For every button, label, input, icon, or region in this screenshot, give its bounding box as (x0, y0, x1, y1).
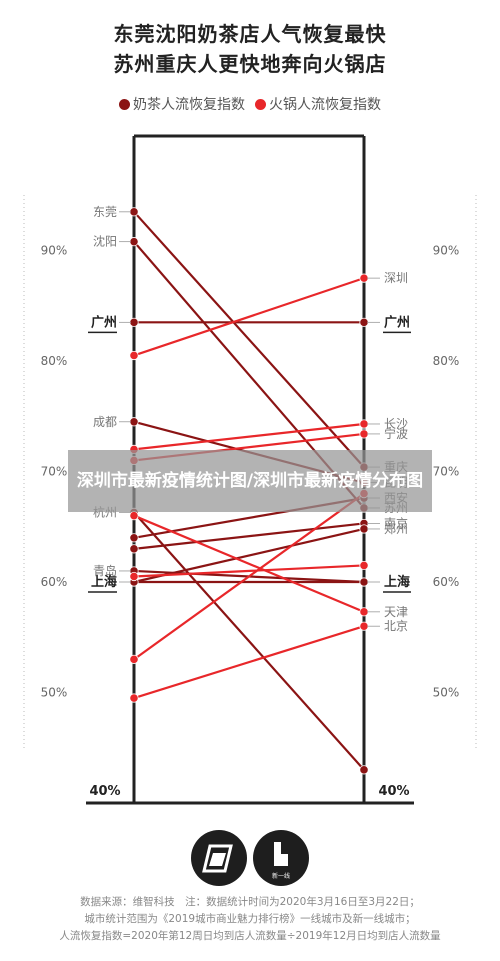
data-point (129, 511, 139, 521)
right-city-label: 广州 (384, 314, 410, 330)
series-line-milk_tea (132, 527, 366, 584)
left-city-label: 青岛 (93, 563, 117, 578)
left-city-label: 成都 (93, 415, 117, 429)
series-line-hotpot (132, 422, 366, 451)
legend-label-hotpot: 火锅人流恢复指数 (269, 97, 381, 113)
legend-item-milk-tea: 奶茶人流恢复指数 (119, 94, 245, 114)
tick-label-left: 50% (41, 686, 68, 700)
milk-tea-swatch-icon (119, 98, 130, 110)
hotpot-swatch-icon (255, 98, 266, 110)
tick-label-right: 90% (433, 244, 460, 258)
right-city-label: 郑州 (384, 521, 408, 536)
right-city-label: 长沙 (384, 417, 408, 431)
left-city-label: 东莞 (93, 205, 117, 219)
tick-label-right-base: 40% (378, 784, 409, 799)
series-line-milk_tea (132, 210, 366, 469)
data-point (129, 654, 139, 664)
data-point (129, 350, 139, 361)
tick-label-left: 80% (41, 354, 68, 368)
data-point (359, 577, 369, 587)
tick-label-left: 90% (41, 244, 68, 258)
tick-label-left: 70% (41, 465, 68, 479)
chart-title-line1: 东莞沈阳奶茶店人气恢复最快 (113, 22, 387, 46)
data-point (129, 237, 139, 247)
data-point (129, 533, 139, 543)
data-point (359, 524, 369, 534)
series-line-milk_tea (132, 522, 366, 550)
right-city-label: 深圳 (384, 271, 408, 285)
tick-label-right: 60% (433, 575, 460, 589)
tick-label-left: 60% (41, 575, 68, 589)
tick-label-right: 70% (433, 465, 460, 479)
legend-label-milk-tea: 奶茶人流恢复指数 (133, 97, 245, 113)
watermark-banner: 深圳市最新疫情统计图/深圳市最新疫情分布图 (68, 450, 432, 512)
legend-item-hotpot: 火锅人流恢复指数 (255, 94, 381, 114)
series-line-hotpot (132, 277, 366, 357)
right-city-label: 宁波 (384, 426, 408, 441)
footer-line-2: 城市统计范围为《2019城市商业魅力排行榜》一线城市及新一线城市； (84, 913, 416, 925)
brand-mark-icon (202, 844, 233, 873)
brand-logo-right: 新一线 (253, 830, 309, 886)
data-point (129, 207, 139, 217)
tick-label-right: 80% (433, 354, 460, 368)
data-point (359, 621, 369, 631)
data-point (359, 607, 369, 617)
data-point (359, 273, 369, 283)
legend: 奶茶人流恢复指数 火锅人流恢复指数 (0, 94, 500, 114)
brand-logo-left (191, 830, 247, 886)
data-point (129, 544, 139, 554)
left-city-label: 广州 (91, 314, 117, 330)
footer-line-3: 人流恢复指数=2020年第12周日均到店人流数量÷2019年12月日均到店人流数… (59, 930, 441, 942)
data-point (359, 765, 369, 775)
tick-label-left-base: 40% (89, 784, 120, 799)
right-city-label: 上海 (384, 574, 410, 590)
right-city-label: 北京 (384, 619, 408, 633)
xinyixian-logo-icon: 新一线 (272, 842, 290, 880)
data-point (359, 317, 369, 327)
series-line-milk_tea (132, 511, 366, 771)
data-point (129, 571, 139, 582)
data-point (129, 417, 139, 427)
series-line-hotpot (132, 564, 366, 578)
logo-caption: 新一线 (272, 872, 290, 880)
series-line-hotpot (132, 514, 366, 613)
data-point (359, 429, 369, 439)
right-city-label: 南京 (384, 515, 408, 530)
footer-line-1: 数据来源：维智科技 注：数据统计时间为2020年3月16日至3月22日； (80, 896, 420, 908)
data-point (129, 317, 139, 327)
right-city-label: 天津 (384, 605, 408, 619)
data-point (129, 693, 139, 703)
chart-title-line2: 苏州重庆人更快地奔向火锅店 (113, 52, 387, 76)
series-line-hotpot (132, 625, 366, 700)
left-city-label: 沈阳 (93, 234, 117, 249)
data-point (359, 419, 369, 429)
data-point (359, 560, 369, 571)
tick-label-right: 50% (433, 686, 460, 700)
left-city-label: 上海 (91, 574, 117, 590)
series-line-hotpot (132, 492, 366, 661)
